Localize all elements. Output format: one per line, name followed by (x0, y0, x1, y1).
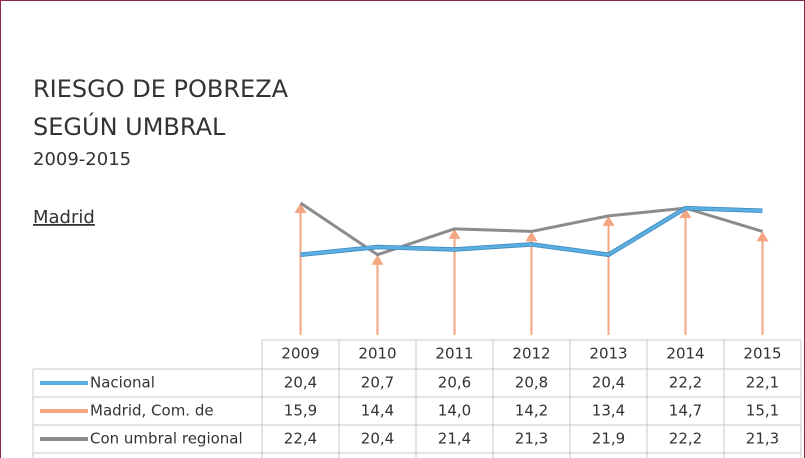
arrow-head (448, 228, 461, 239)
cell-value: 21,4 (438, 430, 471, 448)
arrow-head (525, 231, 538, 242)
arrow-head (679, 208, 692, 219)
cell-value: 14,0 (438, 402, 471, 420)
cell-value: 22,4 (284, 430, 317, 448)
cell-value: 13,4 (592, 402, 625, 420)
year-label: 2011 (435, 345, 473, 363)
arrow (294, 202, 307, 335)
year-label: 2015 (743, 345, 781, 363)
cell-value: 22,2 (669, 430, 702, 448)
cell-value: 20,8 (515, 374, 548, 392)
year-label: 2013 (589, 345, 627, 363)
arrow (679, 208, 692, 335)
cell-value: 21,3 (746, 430, 779, 448)
arrow (602, 215, 615, 335)
arrow (756, 231, 769, 335)
cell-value: 20,4 (284, 374, 317, 392)
legend-label: Con umbral regional (90, 430, 243, 448)
year-label: 2012 (512, 345, 550, 363)
cell-value: 22,2 (669, 374, 702, 392)
cell-value: 22,1 (746, 374, 779, 392)
cell-value: 15,9 (284, 402, 317, 420)
legend-label: Nacional (90, 374, 155, 392)
cell-value: 20,7 (361, 374, 394, 392)
cell-value: 14,7 (669, 402, 702, 420)
cell-value: 15,1 (746, 402, 779, 420)
region: Madrid (33, 207, 95, 228)
year-label: 2014 (666, 345, 704, 363)
year-label: 2010 (358, 345, 396, 363)
arrow (448, 228, 461, 335)
period: 2009-2015 (33, 149, 131, 170)
cell-value: 14,2 (515, 402, 548, 420)
year-label: 2009 (281, 345, 319, 363)
arrow-head (294, 202, 307, 213)
cell-value: 21,9 (592, 430, 625, 448)
cell-value: 21,3 (515, 430, 548, 448)
arrow (525, 231, 538, 335)
arrow-head (756, 231, 769, 242)
legend-label: Madrid, Com. de (90, 402, 214, 420)
cell-value: 20,4 (592, 374, 625, 392)
arrow (371, 254, 384, 335)
chart-title: RIESGO DE POBREZA (33, 75, 289, 103)
line (300, 206, 763, 257)
arrow-head (602, 215, 615, 226)
cell-value: 20,4 (361, 430, 394, 448)
cell-value: 14,4 (361, 402, 394, 420)
arrow-head (371, 254, 384, 265)
cell-value: 20,6 (438, 374, 471, 392)
chart-subtitle: SEGÚN UMBRAL (33, 111, 226, 141)
